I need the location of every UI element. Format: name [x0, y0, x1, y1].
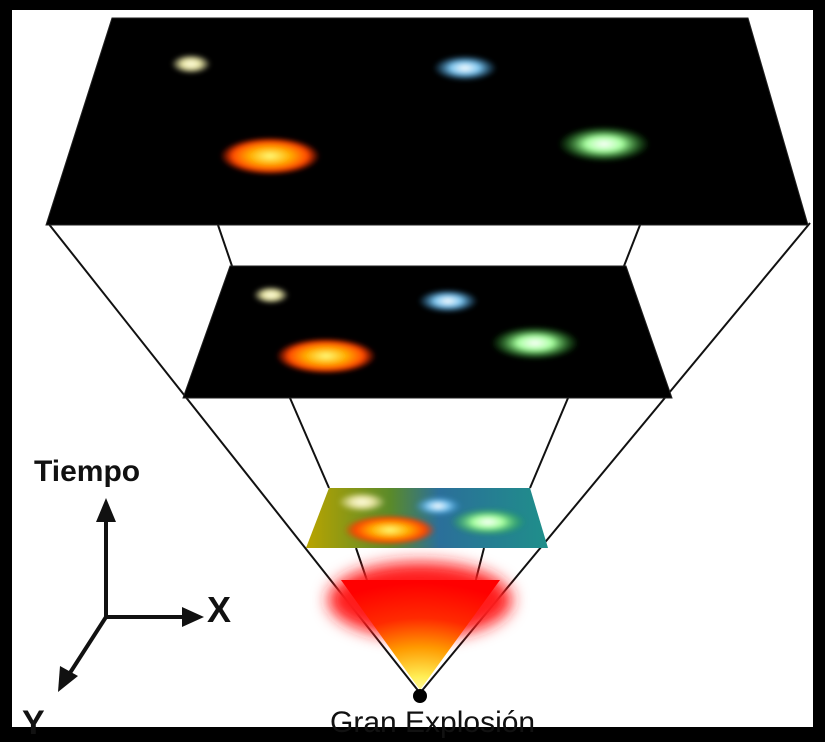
y-axis-label: Y [22, 704, 45, 742]
galaxy-yellow-icon [171, 54, 211, 74]
expansion-diagram-graphic [0, 0, 825, 727]
y-axis-line [66, 615, 108, 678]
border-right [813, 0, 825, 727]
galaxy-yellow-icon [253, 286, 289, 304]
x-axis-arrow-icon [182, 607, 204, 627]
origin-label: Gran Explosión [330, 706, 536, 739]
galaxy-green-icon [450, 508, 526, 536]
galaxy-blue-icon [433, 55, 497, 81]
galaxy-blue-icon [418, 289, 478, 313]
galaxy-green-icon [558, 126, 650, 162]
time-axis-label: Tiempo [34, 455, 141, 488]
galaxy-blue-icon [414, 496, 462, 516]
border-top [0, 0, 825, 10]
plane-past [182, 265, 673, 399]
slice-present [45, 17, 809, 226]
y-axis-arrow-icon [58, 666, 78, 692]
x-axis-label: X [207, 589, 232, 630]
galaxy-orange-icon [220, 137, 320, 175]
plane-present [45, 17, 809, 226]
slice-early [306, 488, 548, 548]
border-left [0, 0, 12, 727]
galaxy-yellow-icon [338, 492, 386, 512]
axes [58, 498, 204, 692]
singularity-point [413, 689, 427, 703]
galaxy-orange-icon [344, 515, 436, 545]
galaxy-green-icon [491, 326, 579, 360]
time-axis-arrow-icon [96, 498, 116, 522]
galaxy-orange-icon [276, 338, 376, 374]
slice-past [182, 265, 673, 399]
